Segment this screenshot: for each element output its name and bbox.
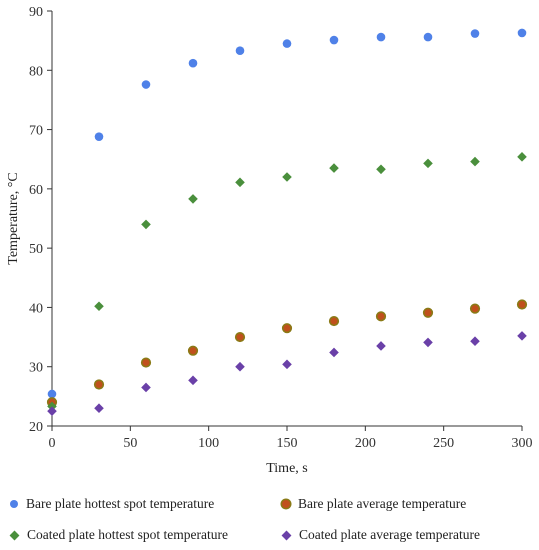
data-point	[470, 156, 480, 167]
x-axis-title: Time, s	[266, 461, 308, 476]
x-tick-label: 200	[355, 436, 376, 451]
data-point	[141, 219, 151, 230]
data-point	[94, 403, 104, 414]
data-point	[469, 303, 481, 314]
x-tick-label: 300	[512, 436, 533, 451]
data-point	[376, 32, 386, 42]
data-point	[375, 311, 387, 322]
data-point	[470, 336, 480, 347]
legend-label: Coated plate average temperature	[299, 527, 481, 542]
data-point	[376, 164, 386, 175]
x-tick-label: 150	[277, 436, 298, 451]
data-point	[94, 301, 104, 312]
series-2	[46, 299, 528, 408]
legend-item-bare-hottest: Bare plate hottest spot temperature	[10, 496, 214, 512]
y-tick-label: 30	[29, 361, 43, 376]
data-point	[235, 361, 245, 372]
data-point	[235, 177, 245, 188]
legend-label: Coated plate hottest spot temperature	[27, 527, 228, 542]
circle-marker-icon	[10, 500, 18, 508]
data-point	[282, 39, 292, 48]
data-points	[46, 28, 528, 416]
legend: Bare plate hottest spot temperature Bare…	[0, 490, 539, 550]
data-point	[141, 382, 151, 393]
y-axis-title: Temperature, °C	[6, 172, 21, 264]
data-point	[328, 315, 340, 327]
y-tick-label: 90	[29, 5, 43, 20]
data-point	[188, 375, 198, 386]
data-point	[517, 28, 527, 38]
data-point	[517, 152, 527, 162]
x-tick-label: 50	[123, 436, 137, 451]
data-point	[329, 35, 339, 45]
data-point	[470, 29, 480, 38]
ticks: 20 30 40 50 60 70 80 90 0 50 100 150 200 250 300	[29, 5, 533, 451]
y-tick-label: 70	[29, 124, 43, 139]
legend-label: Bare plate average temperature	[298, 496, 467, 511]
data-point	[141, 80, 151, 89]
x-tick-label: 0	[49, 436, 56, 451]
data-point	[47, 406, 57, 416]
diamond-marker-icon	[281, 530, 292, 540]
data-point	[423, 158, 433, 169]
data-point	[187, 345, 199, 356]
x-tick-label: 100	[198, 436, 219, 451]
data-point	[47, 389, 57, 399]
x-tick-label: 250	[433, 436, 454, 451]
y-tick-label: 20	[29, 420, 43, 435]
data-point	[423, 337, 433, 348]
legend-item-bare-average: Bare plate average temperature	[282, 496, 466, 512]
data-point	[93, 379, 105, 390]
data-point	[235, 46, 245, 56]
legend-item-coated-average: Coated plate average temperature	[281, 527, 481, 543]
y-tick-label: 60	[29, 183, 43, 198]
series-1	[47, 28, 527, 399]
data-point	[517, 331, 527, 341]
data-point	[516, 299, 528, 310]
data-point	[188, 194, 198, 204]
data-point	[234, 331, 246, 343]
data-point	[423, 32, 433, 42]
data-point	[282, 359, 292, 370]
data-point	[376, 341, 386, 351]
y-tick-label: 80	[29, 64, 43, 79]
series-4	[47, 331, 527, 416]
data-point	[140, 357, 152, 368]
y-tick-label: 40	[29, 301, 43, 316]
y-tick-label: 50	[29, 242, 43, 257]
data-point	[94, 132, 104, 141]
chart: 20 30 40 50 60 70 80 90 0 50 100 150 200 250 300 Time,…	[6, 5, 533, 476]
data-point	[422, 307, 434, 318]
diamond-marker-icon	[9, 530, 20, 540]
legend-item-coated-hottest: Coated plate hottest spot temperature	[9, 527, 228, 543]
series-3	[47, 152, 527, 412]
circle-marker-icon	[282, 500, 290, 508]
legend-label: Bare plate hottest spot temperature	[26, 496, 215, 511]
data-point	[281, 323, 293, 334]
data-point	[282, 172, 292, 182]
data-point	[188, 58, 198, 68]
data-point	[329, 163, 339, 173]
data-point	[329, 347, 339, 358]
